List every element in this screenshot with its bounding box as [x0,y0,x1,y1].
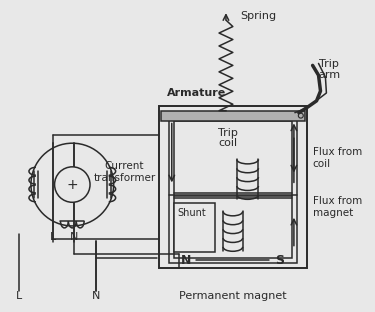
Bar [169,116,297,263]
Text: +: + [66,178,78,192]
Text: N: N [182,254,192,267]
Bar [174,203,215,252]
Text: Permanent magnet: Permanent magnet [179,291,286,301]
Text: Spring: Spring [241,11,277,21]
Text: Armature: Armature [167,88,226,98]
Bar [174,120,292,258]
Text: Shunt: Shunt [177,208,206,218]
Text: Flux from
coil: Flux from coil [313,147,362,169]
Text: Trip
arm: Trip arm [318,59,340,80]
Bar [159,106,307,268]
Text: N: N [70,232,78,242]
Bar [161,111,305,120]
Text: L: L [50,232,56,242]
Text: Current
transformer: Current transformer [93,161,156,183]
Text: Flux from
magnet: Flux from magnet [313,197,362,218]
Text: Trip: Trip [218,128,238,138]
Circle shape [55,167,90,202]
Text: S: S [274,254,284,267]
Text: coil: coil [218,138,237,148]
Text: L: L [16,291,22,301]
Circle shape [31,143,114,226]
Text: N: N [92,291,100,301]
